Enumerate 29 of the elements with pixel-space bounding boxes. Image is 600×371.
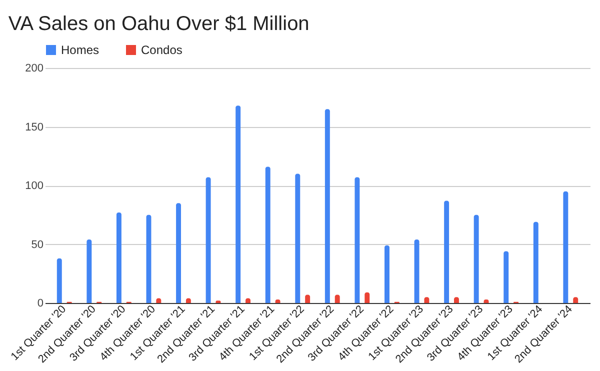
bar	[563, 191, 568, 303]
bar	[146, 214, 152, 303]
bar	[324, 109, 330, 303]
legend-label: Homes	[61, 43, 100, 57]
bar	[414, 240, 420, 303]
bar	[305, 294, 310, 303]
bar	[354, 177, 360, 303]
legend-label: Condos	[141, 43, 182, 57]
bar	[384, 245, 390, 303]
bar	[474, 214, 479, 303]
bar	[86, 240, 92, 303]
y-tick-label: 200	[25, 62, 44, 74]
y-tick-label: 100	[25, 180, 44, 192]
bar	[444, 200, 450, 303]
bar	[334, 294, 340, 303]
bar	[364, 292, 370, 303]
bar	[56, 258, 62, 303]
bar	[206, 177, 211, 303]
bar	[295, 174, 300, 303]
bar	[236, 106, 241, 303]
bar	[533, 222, 538, 303]
bar	[265, 166, 270, 303]
y-tick-label: 0	[37, 298, 44, 310]
chart-title: VA Sales on Oahu Over $1 Million	[8, 13, 310, 35]
bar	[116, 212, 122, 303]
bar	[176, 203, 181, 303]
y-tick-label: 150	[25, 121, 44, 134]
y-tick-label: 50	[31, 238, 44, 251]
bar	[504, 251, 509, 303]
